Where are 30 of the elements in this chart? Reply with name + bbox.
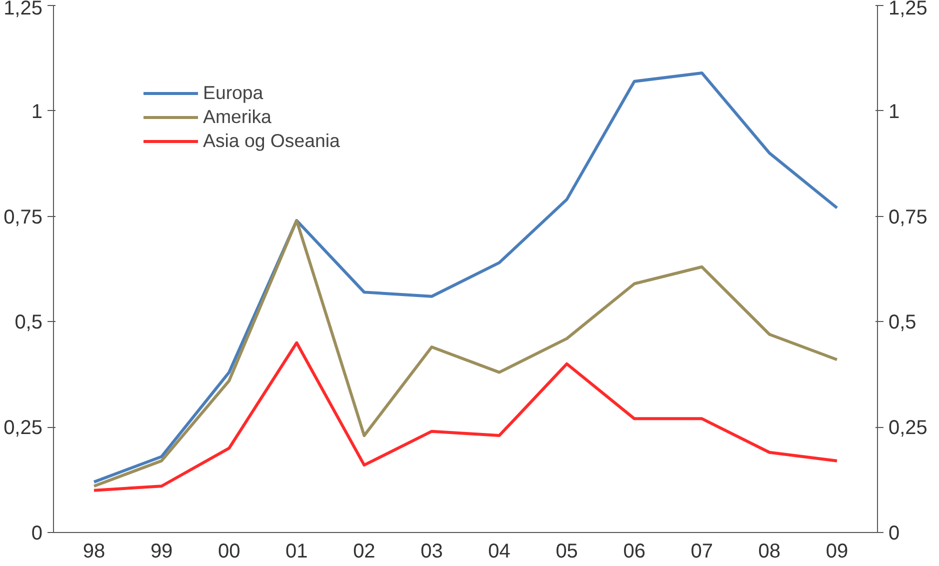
x-tick-label: 06 — [623, 540, 646, 562]
x-tick-label: 00 — [218, 540, 240, 562]
y-tick-label: 0,5 — [14, 312, 43, 334]
y-tick-label: 1,25 — [4, 0, 43, 20]
x-tick-label: 05 — [556, 540, 578, 562]
legend-label: Amerika — [203, 106, 272, 128]
y-tick-label: 0,25 — [4, 417, 43, 440]
line-series — [92, 341, 838, 492]
x-tick-label: 07 — [690, 540, 714, 562]
x-tick-label: 04 — [488, 540, 510, 562]
x-tick-label: 99 — [150, 540, 173, 562]
x-tick-label: 98 — [82, 540, 106, 562]
line-series — [92, 71, 838, 484]
y2-tick-label: 1 — [888, 100, 900, 123]
x-tick-label: 03 — [420, 540, 443, 562]
legend-label: Asia og Oseania — [203, 130, 340, 152]
y2-tick-label: 0,25 — [888, 417, 928, 440]
y-tick-label: 0,75 — [4, 206, 43, 228]
y2-tick-label: 0,75 — [888, 206, 928, 228]
y-tick-label: 0 — [31, 522, 42, 544]
line-series — [92, 219, 838, 488]
y2-tick-label: 0 — [888, 522, 900, 544]
x-tick-label: 09 — [826, 540, 848, 562]
x-tick-label: 08 — [758, 540, 781, 562]
x-tick-label: 02 — [353, 540, 376, 562]
y2-tick-label: 0,5 — [888, 312, 916, 334]
x-tick-label: 01 — [286, 540, 308, 562]
y2-tick-label: 1,25 — [888, 0, 928, 20]
y-tick-label: 1 — [31, 100, 42, 123]
legend-label: Europa — [203, 82, 264, 104]
